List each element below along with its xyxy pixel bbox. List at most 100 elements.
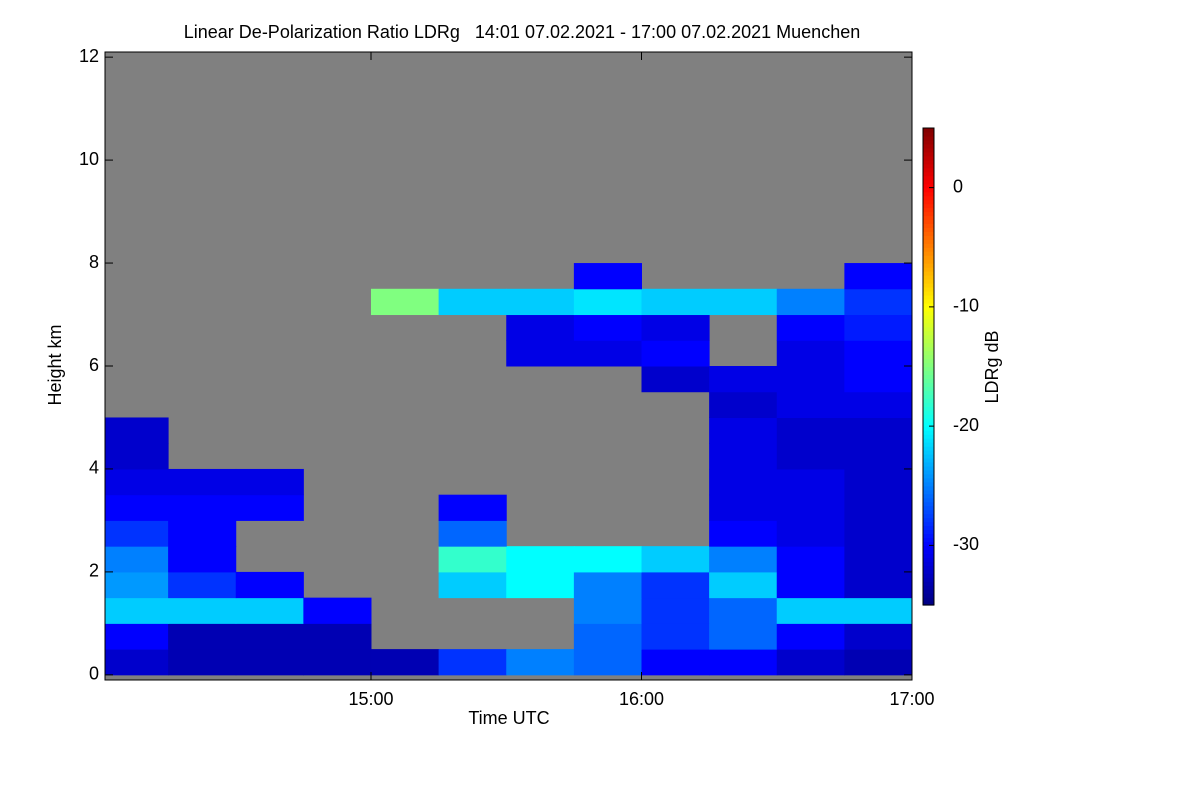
heatmap-cell	[709, 494, 778, 521]
heatmap-cell	[776, 494, 845, 521]
heatmap-cell	[709, 520, 778, 547]
colorbar-swatch	[923, 195, 934, 201]
colorbar-swatch	[923, 275, 934, 280]
colorbar-swatch	[923, 342, 934, 348]
colorbar-swatch	[923, 517, 934, 523]
colorbar-swatch	[923, 477, 934, 483]
heatmap-cell	[776, 468, 845, 496]
x-tick-label: 16:00	[619, 689, 664, 709]
colorbar-tick-label: -10	[953, 296, 979, 316]
colorbar-swatch	[923, 163, 934, 169]
heatmap-cell	[709, 649, 778, 676]
heatmap-cell	[438, 494, 507, 521]
colorbar-swatch	[923, 537, 934, 542]
colorbar-swatch	[923, 422, 934, 427]
colorbar-swatch	[923, 449, 934, 455]
colorbar-swatch	[923, 243, 934, 248]
heatmap-cell	[709, 288, 778, 316]
heatmap-cell	[168, 520, 237, 547]
colorbar-swatch	[923, 597, 934, 602]
heatmap-cell	[709, 417, 778, 444]
colorbar-swatch	[923, 211, 934, 217]
x-tick-label: 15:00	[348, 689, 393, 709]
colorbar-swatch	[923, 457, 934, 463]
heatmap-cell	[844, 494, 913, 521]
heatmap-cell	[506, 314, 575, 341]
x-axis-label: Time UTC	[468, 708, 549, 728]
colorbar-swatch	[923, 430, 934, 435]
heatmap-cell	[573, 314, 642, 341]
colorbar-swatch	[923, 155, 934, 161]
heatmap-cell	[641, 366, 710, 393]
heatmap-cell	[709, 546, 778, 573]
colorbar-swatch	[923, 239, 934, 244]
heatmap-cell	[573, 546, 642, 573]
y-tick-label: 10	[79, 149, 99, 169]
heatmap-cell	[776, 417, 845, 444]
heatmap-cell	[844, 263, 913, 290]
colorbar-swatch	[923, 199, 934, 205]
colorbar-swatch	[923, 553, 934, 558]
colorbar-swatch	[923, 143, 934, 149]
colorbar-swatch	[923, 465, 934, 471]
heatmap-cell	[506, 649, 575, 676]
heatmap-cell	[844, 340, 913, 367]
heatmap-cell	[844, 443, 913, 470]
colorbar-swatch	[923, 406, 934, 411]
colorbar-swatch	[923, 187, 934, 193]
colorbar-swatch	[923, 438, 934, 443]
heatmap-cell	[776, 391, 845, 418]
heatmap-cell	[438, 649, 507, 676]
colorbar-swatch	[923, 601, 934, 606]
colorbar-swatch	[923, 326, 934, 332]
colorbar-swatch	[923, 426, 934, 431]
colorbar-swatch	[923, 294, 934, 300]
heatmap-cell	[844, 314, 913, 341]
colorbar-swatch	[923, 207, 934, 213]
heatmap-cell	[641, 340, 710, 367]
colorbar-swatch	[923, 513, 934, 519]
y-tick-label: 6	[89, 355, 99, 375]
heatmap-cell	[844, 597, 913, 624]
colorbar-swatch	[923, 231, 934, 236]
colorbar-swatch	[923, 589, 934, 594]
colorbar-swatch	[923, 135, 934, 141]
heatmap-cell	[641, 288, 710, 316]
heatmap-cell	[573, 263, 642, 290]
colorbar-swatch	[923, 354, 934, 360]
y-tick-label: 2	[89, 561, 99, 581]
colorbar-swatch	[923, 191, 934, 197]
heatmap-cell	[438, 546, 507, 573]
heatmap-cell	[776, 340, 845, 367]
y-tick-label: 8	[89, 252, 99, 272]
colorbar-swatch	[923, 366, 934, 372]
colorbar-swatch	[923, 573, 934, 578]
heatmap-cell	[776, 288, 845, 316]
heatmap-cell	[709, 443, 778, 470]
heatmap-cell	[709, 468, 778, 496]
heatmap-cell	[844, 571, 913, 599]
heatmap-cell	[438, 571, 507, 599]
colorbar-swatch	[923, 203, 934, 209]
colorbar-swatch	[923, 290, 934, 296]
heatmap-cell	[573, 649, 642, 676]
colorbar-swatch	[923, 545, 934, 550]
heatmap-cell	[844, 417, 913, 444]
chart-title: Linear De-Polarization Ratio LDRg 14:01 …	[184, 22, 860, 42]
heatmap-cell	[641, 623, 710, 650]
colorbar-swatch	[923, 259, 934, 264]
heatmap-cell	[506, 546, 575, 573]
colorbar-swatch	[923, 179, 934, 185]
colorbar-swatch	[923, 577, 934, 582]
colorbar-swatch	[923, 374, 934, 380]
heatmap-cell	[168, 649, 237, 676]
colorbar-swatch	[923, 481, 934, 487]
y-tick-label: 12	[79, 46, 99, 66]
colorbar-swatch	[923, 263, 934, 268]
colorbar-tick-label: 0	[953, 176, 963, 196]
heatmap-cell	[105, 520, 169, 547]
heatmap-cell	[844, 366, 913, 393]
colorbar-swatch	[923, 386, 934, 391]
colorbar-swatch	[923, 565, 934, 570]
colorbar-swatch	[923, 350, 934, 356]
